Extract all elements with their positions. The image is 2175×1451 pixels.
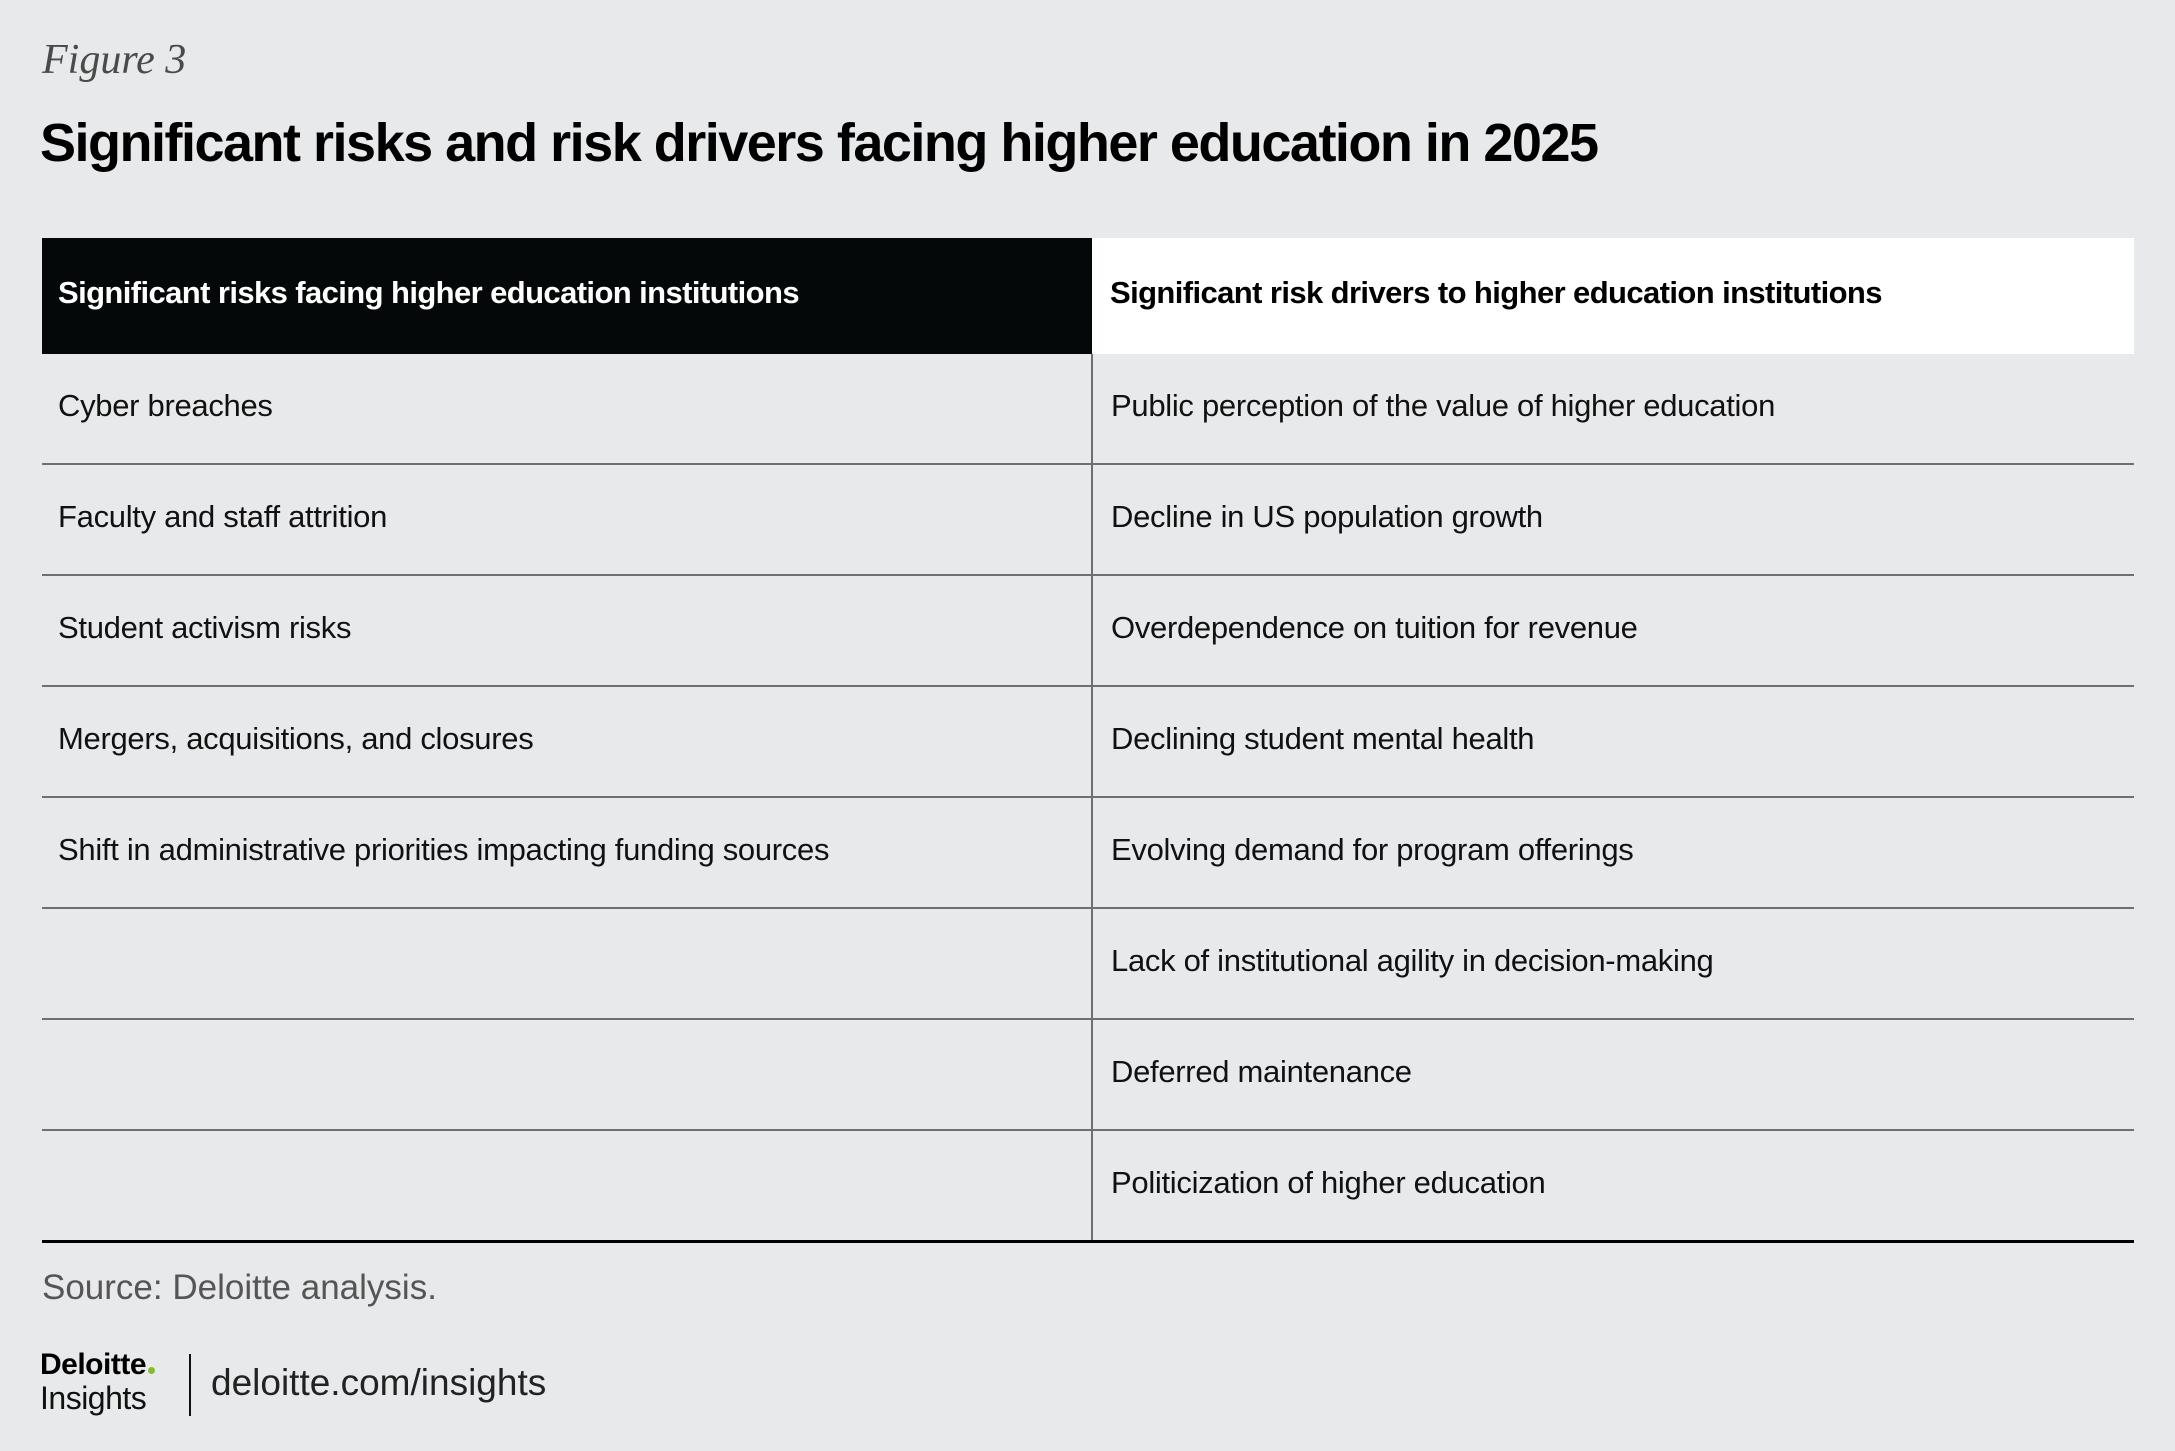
table-row: Deferred maintenance <box>42 1019 2134 1131</box>
driver-cell: Decline in US population growth <box>1091 464 2134 576</box>
footer-divider <box>189 1354 191 1416</box>
risk-cell <box>42 1019 1092 1131</box>
risk-cell: Shift in administrative priorities impac… <box>42 797 1092 909</box>
logo-brand-text: Deloitte <box>40 1348 147 1381</box>
table-row: Mergers, acquisitions, and closures Decl… <box>42 686 2134 798</box>
risk-table: Significant risks facing higher educatio… <box>42 238 2134 1243</box>
risk-cell <box>42 1130 1092 1243</box>
table-row: Cyber breaches Public perception of the … <box>42 354 2134 465</box>
source-note: Source: Deloitte analysis. <box>42 1268 437 1307</box>
table-row: Shift in administrative priorities impac… <box>42 797 2134 909</box>
site-link[interactable]: deloitte.com/insights <box>211 1362 547 1403</box>
driver-cell: Declining student mental health <box>1091 686 2134 798</box>
figure-label: Figure 3 <box>42 37 187 83</box>
driver-cell: Deferred maintenance <box>1091 1019 2134 1131</box>
table-row: Politicization of higher education <box>42 1130 2134 1243</box>
driver-cell: Politicization of higher education <box>1091 1130 2134 1243</box>
table-row: Faculty and staff attrition Decline in U… <box>42 464 2134 576</box>
logo-subtext: Insights <box>40 1380 147 1416</box>
driver-cell: Lack of institutional agility in decisio… <box>1091 908 2134 1020</box>
table-header-row: Significant risks facing higher educatio… <box>42 238 2134 354</box>
figure-title: Significant risks and risk drivers facin… <box>40 113 1599 173</box>
risk-cell: Faculty and staff attrition <box>42 464 1092 576</box>
table-row: Student activism risks Overdependence on… <box>42 575 2134 687</box>
risk-cell: Mergers, acquisitions, and closures <box>42 686 1092 798</box>
driver-cell: Evolving demand for program offerings <box>1091 797 2134 909</box>
driver-cell: Public perception of the value of higher… <box>1091 354 2134 465</box>
driver-cell: Overdependence on tuition for revenue <box>1091 575 2134 687</box>
risk-cell: Cyber breaches <box>42 354 1092 465</box>
risk-cell <box>42 908 1092 1020</box>
table-row: Lack of institutional agility in decisio… <box>42 908 2134 1020</box>
risk-cell: Student activism risks <box>42 575 1092 687</box>
logo-dot-icon <box>148 1367 156 1374</box>
header-risk-drivers: Significant risk drivers to higher educa… <box>1092 238 2134 354</box>
deloitte-insights-logo: Deloitte Insights <box>40 1348 156 1416</box>
logo-wordmark: Deloitte <box>40 1348 156 1381</box>
header-significant-risks: Significant risks facing higher educatio… <box>42 238 1092 354</box>
